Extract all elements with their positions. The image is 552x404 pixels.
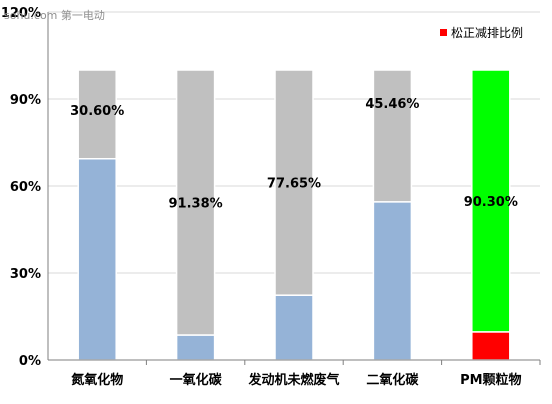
x-tick-label: PM颗粒物 xyxy=(460,372,521,388)
data-label: 77.65% xyxy=(267,177,321,192)
bar-segment-upper xyxy=(372,69,413,203)
y-tick-label: 120% xyxy=(1,6,41,21)
legend-label: 松正减排比例 xyxy=(451,26,523,40)
bar-segment-lower xyxy=(77,157,117,361)
bar-segment-upper xyxy=(471,69,511,333)
bar-segment-upper xyxy=(175,69,216,336)
bar-segment-upper xyxy=(274,69,314,296)
y-tick-label: 30% xyxy=(10,267,41,282)
y-tick-label: 60% xyxy=(10,180,41,195)
watermark-text: sohu.com 第一电动 xyxy=(4,8,105,22)
data-label: 30.60% xyxy=(70,104,124,119)
x-tick-label: 发动机未燃废气 xyxy=(247,372,339,388)
bar-segment-lower xyxy=(274,294,314,361)
x-tick-label: 一氧化碳 xyxy=(170,372,223,388)
data-label: 90.30% xyxy=(464,195,518,210)
data-label: 91.38% xyxy=(169,197,223,212)
bar-segment-lower xyxy=(175,334,216,361)
legend-swatch xyxy=(440,29,447,36)
bar-segment-lower xyxy=(372,201,413,361)
y-tick-label: 0% xyxy=(19,354,41,369)
bar-segment-upper xyxy=(77,69,117,160)
data-label: 45.46% xyxy=(365,97,419,112)
x-tick-label: 氮氧化物 xyxy=(71,372,123,388)
y-tick-label: 90% xyxy=(10,93,41,108)
bar-segment-lower xyxy=(471,331,511,361)
x-tick-label: 二氧化碳 xyxy=(366,372,419,388)
